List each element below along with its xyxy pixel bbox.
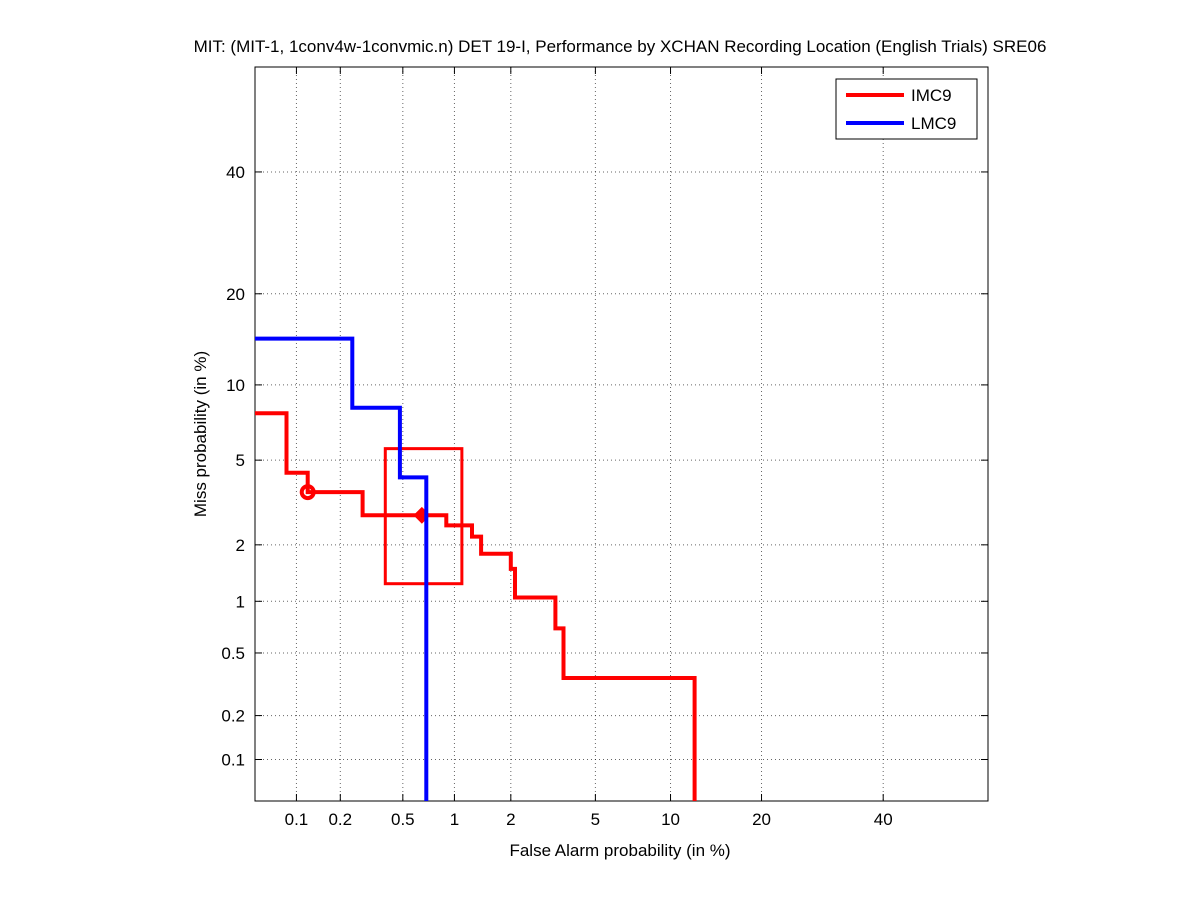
y-tick-label: 10 (226, 376, 245, 395)
x-tick-label: 5 (591, 810, 600, 829)
x-tick-label: 0.2 (328, 810, 352, 829)
y-axis-label: Miss probability (in %) (191, 351, 210, 517)
axes-box (254, 66, 989, 802)
y-tick-labels: 0.1 0.2 0.5 1 2 5 10 20 40 (221, 163, 245, 770)
x-tick-label: 0.1 (285, 810, 309, 829)
y-tick-label: 0.5 (221, 644, 245, 663)
x-tick-labels: 0.1 0.2 0.5 1 2 5 10 20 40 (285, 810, 893, 829)
y-tick-label: 0.2 (221, 707, 245, 726)
x-tick-label: 40 (874, 810, 893, 829)
legend: IMC9 LMC9 (835, 78, 978, 140)
x-tick-label: 0.5 (391, 810, 415, 829)
series-layer (255, 336, 697, 801)
y-tick-label: 0.1 (221, 751, 245, 770)
chart-title: MIT: (MIT-1, 1conv4w-1convmic.n) DET 19-… (194, 37, 1047, 56)
legend-box (835, 78, 978, 140)
y-tick-label: 5 (236, 451, 245, 470)
x-tick-label: 2 (506, 810, 515, 829)
y-tick-label: 40 (226, 163, 245, 182)
y-tick-label: 1 (236, 592, 245, 611)
x-tick-label: 20 (752, 810, 771, 829)
y-tick-label: 20 (226, 285, 245, 304)
x-tick-label: 10 (661, 810, 680, 829)
y-tick-label: 2 (236, 536, 245, 555)
legend-label-lmc9: LMC9 (911, 114, 956, 133)
x-tick-label: 1 (450, 810, 459, 829)
confidence-box-imc9 (383, 447, 464, 586)
marker-circle-imc9 (299, 484, 316, 501)
legend-label-imc9: IMC9 (911, 86, 952, 105)
axis-ticks (255, 67, 988, 801)
series-line-lmc9 (255, 336, 429, 801)
x-axis-label: False Alarm probability (in %) (509, 841, 730, 860)
